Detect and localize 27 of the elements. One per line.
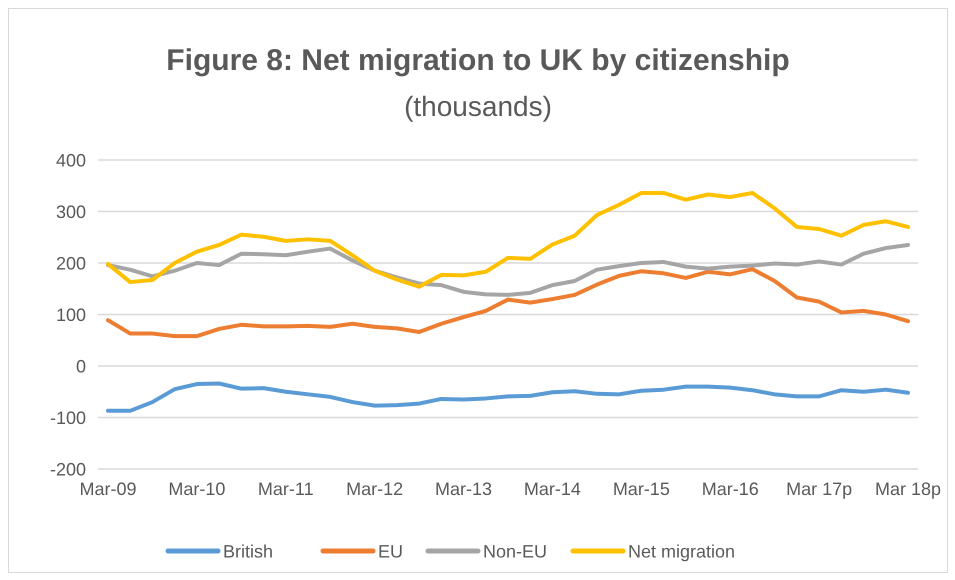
x-tick-label: Mar 17p [786, 479, 852, 499]
x-tick-label: Mar-10 [168, 479, 226, 499]
legend-label: British [223, 541, 274, 562]
legend-label: Non-EU [483, 541, 548, 562]
x-tick-label: Mar-14 [524, 479, 581, 499]
legend-label: EU [378, 541, 404, 562]
x-tick-label: Mar-11 [258, 479, 314, 499]
x-tick-label: Mar 18p [874, 479, 942, 499]
y-tick-label: 200 [56, 253, 86, 274]
x-tick-label: Mar-12 [346, 479, 404, 499]
chart-title: Figure 8: Net migration to UK by citizenship [166, 44, 790, 77]
line-series [106, 267, 910, 338]
x-tick-label: Mar-15 [612, 479, 670, 499]
y-tick-label: -100 [50, 408, 86, 428]
x-tick-label: Mar-16 [702, 479, 759, 499]
y-tick-label: 400 [56, 150, 86, 170]
x-tick-label: Mar-09 [79, 479, 137, 499]
line-series [106, 382, 910, 413]
line-series [106, 242, 910, 297]
y-tick-label: 300 [56, 202, 86, 222]
x-tick-label: Mar-13 [435, 479, 492, 499]
y-tick-label: 0 [76, 356, 86, 376]
legend-label: Net migration [628, 541, 736, 562]
y-tick-label: -200 [50, 459, 86, 480]
line-series [106, 190, 910, 289]
chart-subtitle: (thousands) [404, 91, 552, 122]
y-tick-label: 100 [56, 304, 86, 325]
